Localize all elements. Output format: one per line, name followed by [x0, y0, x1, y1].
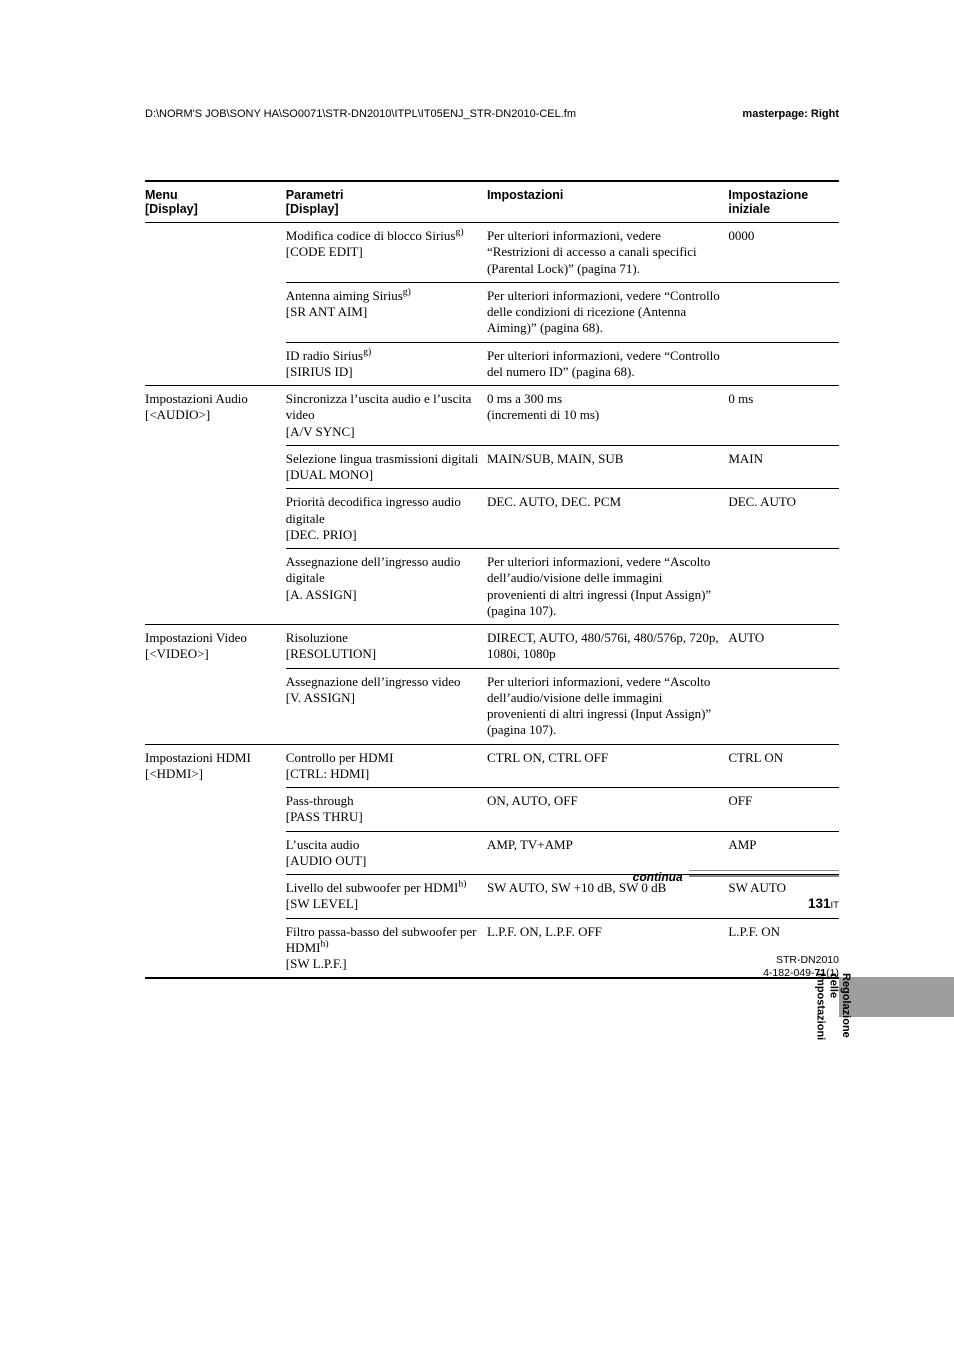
side-line2: impostazioni [815, 973, 827, 1040]
cell-default: MAIN [728, 445, 839, 489]
cell-default: 0 ms [728, 386, 839, 446]
cell-impostazioni: Per ulteriori informazioni, vedere “Asco… [487, 549, 728, 625]
footer-model: STR-DN2010 [776, 954, 839, 966]
table-row: L’uscita audio[AUDIO OUT]AMP, TV+AMPAMP [145, 831, 839, 875]
cell-impostazioni: DEC. AUTO, DEC. PCM [487, 489, 728, 549]
page-container: D:\NORM'S JOB\SONY HA\SO0071\STR-DN2010\… [0, 0, 954, 1019]
footer-info: STR-DN2010 4-182-049-71(1) [763, 954, 839, 979]
col-def-header: Impostazioneiniziale [728, 181, 839, 223]
cell-impostazioni: ON, AUTO, OFF [487, 788, 728, 832]
cell-menu [145, 282, 286, 342]
cell-menu [145, 918, 286, 978]
cell-param: Priorità decodifica ingresso audio digit… [286, 489, 487, 549]
footer-part-prefix: 4-182-049- [763, 967, 814, 979]
table-header-row: Menu[Display] Parametri[Display] Imposta… [145, 181, 839, 223]
cell-param: L’uscita audio[AUDIO OUT] [286, 831, 487, 875]
cell-impostazioni: Per ulteriori informazioni, vedere “Cont… [487, 282, 728, 342]
page-number: 131IT [808, 896, 839, 911]
cell-default [728, 282, 839, 342]
cell-menu: Impostazioni HDMI[<HDMI>] [145, 744, 286, 788]
page-number-suffix: IT [831, 900, 839, 911]
cell-param: Assegnazione dell’ingresso video[V. ASSI… [286, 668, 487, 744]
table-body: Modifica codice di blocco Siriusg)[CODE … [145, 223, 839, 979]
table-row: Modifica codice di blocco Siriusg)[CODE … [145, 223, 839, 283]
cell-menu [145, 445, 286, 489]
cell-impostazioni: Per ulteriori informazioni, vedere “Rest… [487, 223, 728, 283]
cell-menu: Impostazioni Video[<VIDEO>] [145, 625, 286, 669]
cell-default: CTRL ON [728, 744, 839, 788]
cell-impostazioni: AMP, TV+AMP [487, 831, 728, 875]
cell-default: 0000 [728, 223, 839, 283]
cell-param: Risoluzione[RESOLUTION] [286, 625, 487, 669]
cell-param: Modifica codice di blocco Siriusg)[CODE … [286, 223, 487, 283]
table-row: Impostazioni Audio[<AUDIO>]Sincronizza l… [145, 386, 839, 446]
table-row: Filtro passa-basso del subwoofer per HDM… [145, 918, 839, 978]
table-row: Impostazioni Video[<VIDEO>]Risoluzione[R… [145, 625, 839, 669]
page-number-value: 131 [808, 896, 831, 911]
file-path: D:\NORM'S JOB\SONY HA\SO0071\STR-DN2010\… [145, 108, 576, 120]
cell-param: ID radio Siriusg)[SIRIUS ID] [286, 342, 487, 386]
cell-menu [145, 831, 286, 875]
cell-impostazioni: Per ulteriori informazioni, vedere “Asco… [487, 668, 728, 744]
col-param-header: Parametri[Display] [286, 181, 487, 223]
cell-menu [145, 549, 286, 625]
settings-table: Menu[Display] Parametri[Display] Imposta… [145, 180, 839, 979]
cell-menu [145, 668, 286, 744]
side-tab-text: Regolazione delle impostazioni [814, 973, 852, 1040]
table-row: Pass-through[PASS THRU]ON, AUTO, OFFOFF [145, 788, 839, 832]
cell-menu: Impostazioni Audio[<AUDIO>] [145, 386, 286, 446]
cell-impostazioni: CTRL ON, CTRL OFF [487, 744, 728, 788]
cell-impostazioni: MAIN/SUB, MAIN, SUB [487, 445, 728, 489]
table-row: Impostazioni HDMI[<HDMI>]Controllo per H… [145, 744, 839, 788]
cell-param: Controllo per HDMI[CTRL: HDMI] [286, 744, 487, 788]
table-row: Assegnazione dell’ingresso video[V. ASSI… [145, 668, 839, 744]
cell-param: Assegnazione dell’ingresso audio digital… [286, 549, 487, 625]
cell-impostazioni: L.P.F. ON, L.P.F. OFF [487, 918, 728, 978]
footer-part-suffix: (1) [826, 967, 839, 979]
table-row: ID radio Siriusg)[SIRIUS ID]Per ulterior… [145, 342, 839, 386]
cell-default [728, 342, 839, 386]
table-row: Assegnazione dell’ingresso audio digital… [145, 549, 839, 625]
cell-param: Selezione lingua trasmissioni digitali[D… [286, 445, 487, 489]
cell-param: Pass-through[PASS THRU] [286, 788, 487, 832]
cell-menu [145, 788, 286, 832]
cell-impostazioni: 0 ms a 300 ms(incrementi di 10 ms) [487, 386, 728, 446]
side-line1: Regolazione delle [827, 973, 852, 1038]
cell-default: AUTO [728, 625, 839, 669]
cell-default: AMP [728, 831, 839, 875]
footer-part-bold: 71 [814, 967, 826, 979]
table-row: Selezione lingua trasmissioni digitali[D… [145, 445, 839, 489]
cell-default: OFF [728, 788, 839, 832]
cell-impostazioni: Per ulteriori informazioni, vedere “Cont… [487, 342, 728, 386]
main-content: Menu[Display] Parametri[Display] Imposta… [145, 180, 839, 979]
side-tab [839, 977, 954, 1017]
cell-param: Filtro passa-basso del subwoofer per HDM… [286, 918, 487, 978]
continua-rule [689, 875, 839, 877]
cell-menu [145, 223, 286, 283]
cell-param: Sincronizza l’uscita audio e l’uscita vi… [286, 386, 487, 446]
cell-impostazioni: DIRECT, AUTO, 480/576i, 480/576p, 720p, … [487, 625, 728, 669]
col-menu-header: Menu[Display] [145, 181, 286, 223]
col-imp-header: Impostazioni [487, 181, 728, 223]
cell-default [728, 549, 839, 625]
cell-default [728, 668, 839, 744]
table-row: Antenna aiming Siriusg)[SR ANT AIM]Per u… [145, 282, 839, 342]
cell-param: Antenna aiming Siriusg)[SR ANT AIM] [286, 282, 487, 342]
cell-default: DEC. AUTO [728, 489, 839, 549]
masterpage-label: masterpage: Right [742, 108, 839, 120]
cell-menu [145, 489, 286, 549]
continua-label: continua [139, 870, 839, 884]
cell-menu [145, 342, 286, 386]
table-row: Priorità decodifica ingresso audio digit… [145, 489, 839, 549]
continua-text: continua [633, 870, 683, 884]
